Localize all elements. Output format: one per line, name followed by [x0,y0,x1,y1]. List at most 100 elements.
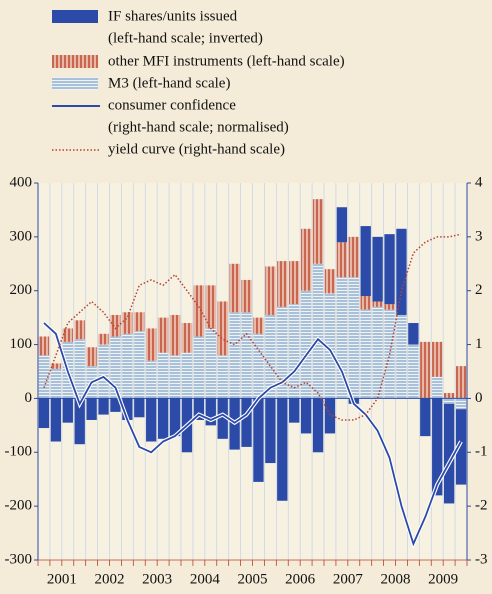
bar [193,285,205,337]
bar [169,355,181,399]
bar [50,363,62,369]
bar [372,301,383,307]
bar [360,309,371,399]
legend-swatch [52,55,98,68]
bar [193,398,205,420]
bar [277,261,288,307]
y2-tick-label: 0 [475,390,483,406]
legend-label: yield curve (right-hand scale) [108,141,285,157]
bar [336,207,348,243]
year-label: 2009 [428,571,458,587]
bar [229,263,240,313]
bar [134,398,145,418]
y2-tick-label: 1 [475,336,483,352]
bar [38,355,50,399]
bar [241,279,252,313]
bar [50,398,62,442]
bar [217,301,228,356]
y2-tick-label: 3 [475,228,483,244]
y2-tick-label: 2 [475,282,483,298]
bar [348,236,359,278]
bar [157,317,169,353]
bar [181,323,193,353]
bar [253,317,264,334]
year-label: 2008 [381,571,411,587]
legend-swatch [52,77,98,90]
bar [98,344,109,399]
bar [157,398,169,439]
y2-tick-label: 4 [475,174,483,190]
bar [74,398,85,445]
bar [253,333,264,399]
y-tick-label: 400 [10,174,33,190]
bar [253,398,264,482]
bar [169,314,181,356]
bar [432,341,443,377]
y2-tick-label: -2 [475,498,488,514]
bar [300,290,312,399]
bar [229,312,240,399]
bar [372,306,383,399]
bar [420,398,431,437]
legend-note: (left-hand scale; inverted) [108,30,263,46]
bar [86,398,97,420]
bar [277,398,288,501]
bar [122,398,133,420]
bar [443,403,455,504]
bar [241,398,252,447]
bar [38,398,50,429]
bar [205,398,216,426]
bar [324,293,336,399]
bar [146,398,157,442]
bar [265,398,276,464]
bar [384,304,395,310]
bar [372,236,383,302]
bar [420,341,431,399]
bar [432,376,443,399]
bar [277,306,288,399]
bar [408,323,419,345]
bar [289,398,300,423]
bar [217,355,228,399]
bar [110,398,121,412]
bar [300,228,312,291]
bar [443,393,455,399]
bar [38,336,50,356]
year-label: 2006 [285,571,316,587]
bar [455,398,467,410]
bar [193,336,205,399]
year-label: 2003 [142,571,172,587]
y-tick-label: -200 [5,498,33,514]
bar [181,352,193,399]
bar [408,344,419,399]
bar [443,398,455,404]
bar [312,398,324,453]
year-label: 2007 [333,571,364,587]
bar [86,347,97,367]
bar [300,398,312,434]
bar [146,360,157,399]
y-tick-label: -100 [5,444,33,460]
y-tick-label: 300 [10,228,33,244]
bar [432,398,443,496]
bar [110,314,121,337]
bar [122,312,133,334]
bar [205,328,216,399]
bar [324,269,336,294]
legend-label: consumer confidence [108,97,236,113]
year-label: 2002 [95,571,125,587]
bar [241,312,252,399]
bar [62,398,73,423]
bar [134,312,145,332]
y-tick-label: -300 [5,551,33,567]
legend-label: IF shares/units issued [108,8,238,24]
legend-label: other MFI instruments (left-hand scale) [108,53,345,69]
bar [134,331,145,399]
y-tick-label: 100 [10,336,33,352]
bar [265,314,276,399]
bar [455,366,467,399]
bar [265,266,276,315]
bar [455,409,467,485]
bar [289,261,300,305]
